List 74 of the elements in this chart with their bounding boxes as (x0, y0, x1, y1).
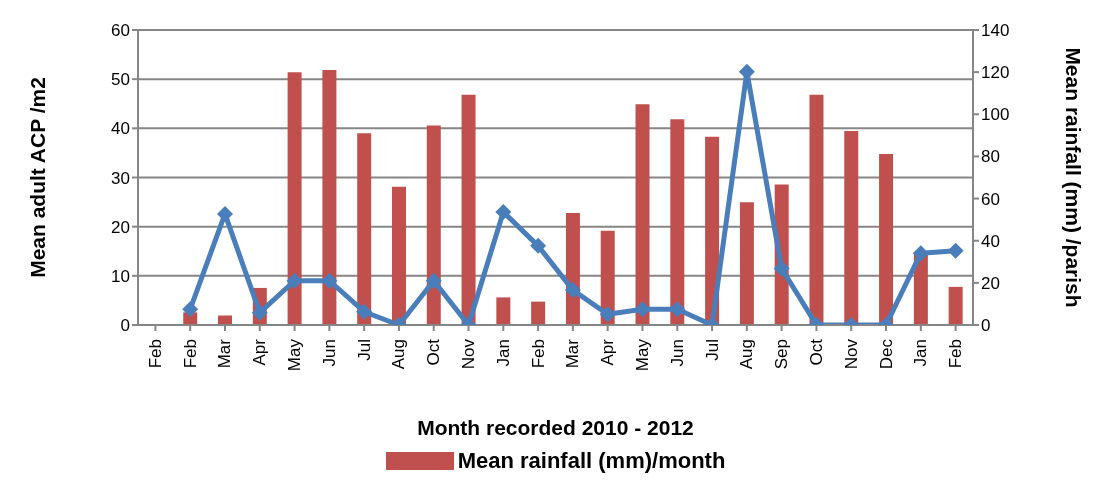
bar (287, 72, 302, 325)
x-tick-label: Feb (528, 339, 548, 369)
y2-axis-title: Mean rainfall (mm) /parish (1061, 47, 1085, 308)
x-tick-label: May (632, 338, 652, 372)
x-tick-label: Jul (702, 339, 722, 361)
x-tick-label: Nov (841, 338, 861, 370)
x-tick-label: Jan (493, 339, 513, 367)
x-tick-label: Feb (145, 339, 165, 369)
bar (739, 202, 754, 325)
x-tick-label: Jun (319, 339, 339, 367)
point (669, 301, 686, 318)
bar (496, 297, 511, 325)
point (634, 301, 651, 318)
y2-tick-label: 40 (981, 231, 1000, 251)
y-tick-label: 10 (111, 266, 130, 286)
bar (809, 94, 824, 325)
bar (461, 94, 476, 325)
point (599, 306, 616, 323)
x-tick-label: Feb (180, 339, 200, 369)
y2-tick-label: 80 (981, 147, 1000, 167)
x-tick-label: Sep (772, 339, 792, 370)
y2-tick-label: 60 (981, 189, 1000, 209)
point (912, 245, 929, 262)
point (773, 260, 790, 277)
y2-tick-label: 0 (981, 316, 991, 336)
y2-tick-label: 140 (981, 21, 1010, 41)
x-tick-label: Mar (563, 338, 583, 369)
bar (391, 186, 406, 325)
bar (670, 119, 685, 325)
x-tick-label: Dec (876, 338, 896, 370)
bar (322, 70, 337, 325)
y-tick-label: 40 (111, 119, 130, 139)
bar (879, 153, 894, 325)
bar (426, 125, 441, 325)
point (182, 301, 199, 318)
point (356, 303, 373, 320)
legend-label: Mean rainfall (mm)/month (457, 448, 726, 474)
x-tick-label: Oct (806, 338, 826, 366)
point (564, 282, 581, 299)
y-tick-label: 60 (111, 21, 130, 41)
point (530, 237, 547, 254)
x-tick-label: Mar (215, 338, 235, 369)
point (321, 272, 338, 289)
point (425, 272, 442, 289)
point (216, 205, 233, 222)
point (947, 242, 964, 259)
y2-tick-label: 120 (981, 63, 1010, 83)
x-tick-label: Apr (598, 338, 618, 366)
point (495, 203, 512, 220)
x-tick-label: Jul (354, 339, 374, 361)
point (251, 304, 268, 321)
point (286, 272, 303, 289)
x-tick-label: Aug (737, 339, 757, 370)
x-axis-title: Month recorded 2010 - 2012 (417, 416, 694, 439)
y-tick-label: 0 (120, 316, 130, 336)
bar (635, 104, 650, 325)
y-axis-title: Mean adult ACP /m2 (26, 77, 50, 278)
bar (948, 286, 963, 325)
x-tick-label: Oct (424, 338, 444, 366)
y-tick-label: 50 (111, 70, 130, 90)
x-tick-label: Nov (459, 338, 479, 370)
y2-tick-label: 100 (981, 105, 1010, 125)
bar (844, 130, 859, 325)
y-tick-label: 30 (111, 168, 130, 188)
x-tick-label: Feb (946, 339, 966, 369)
bar (357, 133, 372, 325)
x-tick-label: Aug (389, 339, 409, 370)
bar (531, 301, 546, 325)
x-tick-label: Apr (250, 338, 270, 366)
x-tick-label: May (285, 338, 305, 372)
x-tick-label: Jan (911, 339, 931, 367)
y2-tick-label: 20 (981, 273, 1000, 293)
x-tick-label: Jun (667, 339, 687, 367)
y-tick-label: 20 (111, 217, 130, 237)
